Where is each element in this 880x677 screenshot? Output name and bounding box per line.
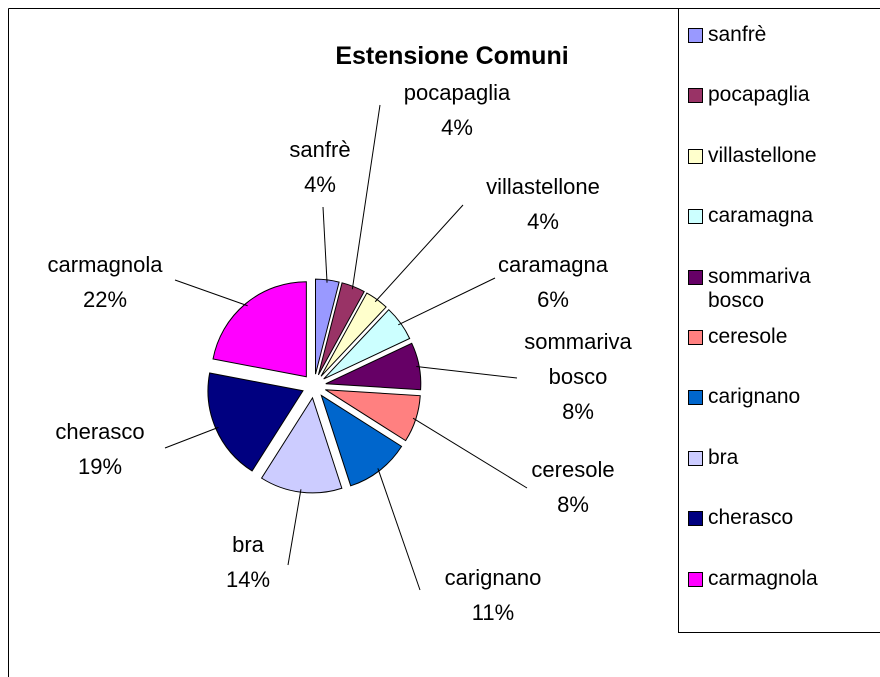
legend-label: cherasco: [708, 506, 794, 530]
leader-line: [164, 426, 219, 449]
legend-entry: carignano: [688, 385, 868, 409]
legend-label: carignano: [708, 385, 801, 409]
data-label-category: ceresole: [531, 457, 615, 482]
leader-line: [287, 489, 302, 566]
legend-swatch: [688, 28, 703, 43]
data-label-value: 11%: [471, 600, 515, 625]
data-label-category: sommariva bosco: [524, 329, 632, 389]
data-label-value: 4%: [527, 209, 559, 234]
legend-label: bra: [708, 445, 739, 469]
legend-label: carmagnola: [708, 566, 818, 590]
data-label-value: 6%: [537, 287, 569, 312]
data-label: ceresole 8%: [513, 452, 633, 522]
data-label-category: bra: [232, 532, 264, 557]
legend-swatch: [688, 571, 703, 587]
data-label: sommariva bosco 8%: [508, 324, 648, 429]
leader-line: [374, 204, 464, 303]
data-label-value: 4%: [441, 115, 473, 140]
pie-slice: [212, 281, 307, 378]
legend-label: caramagna: [708, 204, 814, 228]
legend-swatch: [688, 88, 703, 104]
data-label: sanfrè 4%: [260, 132, 380, 202]
data-label-category: caramagna: [497, 252, 609, 277]
legend-entry: caramagna: [688, 204, 868, 228]
data-label-value: 14%: [225, 567, 271, 592]
legend-entry: ceresole: [688, 325, 868, 349]
legend-swatch: [688, 511, 703, 527]
data-label: caramagna 6%: [473, 247, 633, 317]
data-label: bra 14%: [208, 527, 288, 597]
leader-line: [377, 468, 421, 591]
data-label-value: 4%: [304, 172, 336, 197]
legend-entry: cherasco: [688, 506, 868, 530]
pie-slice: [317, 282, 365, 376]
leader-line: [174, 279, 248, 307]
leader-line: [416, 365, 518, 379]
legend-label: pocapaglia: [708, 83, 810, 107]
data-label-category: carmagnola: [47, 252, 163, 277]
data-label-value: 19%: [77, 454, 123, 479]
legend-swatch: [688, 148, 703, 164]
pie-slice: [325, 389, 421, 442]
legend-entry: carmagnola: [688, 567, 868, 591]
legend-swatch: [688, 330, 703, 345]
data-label: carignano 11%: [423, 560, 563, 630]
chart-title: Estensione Comuni: [335, 42, 569, 70]
legend-entry: bra: [688, 446, 868, 470]
data-label-value: 8%: [562, 399, 594, 424]
legend-entry: sanfrè: [688, 23, 868, 47]
legend-box: [678, 8, 880, 633]
legend-entry: sommariva bosco: [688, 265, 868, 313]
data-label: pocapaglia 4%: [377, 75, 537, 145]
data-label: villastellone 4%: [453, 169, 633, 239]
leader-line: [351, 104, 381, 290]
legend-label: ceresole: [708, 325, 788, 348]
data-label-category: sanfrè: [289, 137, 351, 162]
legend-entry: villastellone: [688, 144, 868, 168]
data-label: cherasco 19%: [30, 414, 170, 484]
leader-line: [398, 277, 496, 326]
legend-label: sanfrè: [708, 23, 767, 46]
legend-label: villastellone: [708, 143, 817, 167]
leader-line: [322, 206, 328, 283]
legend-swatch: [688, 269, 703, 285]
legend-label: sommariva bosco: [708, 264, 811, 312]
data-label-value: 8%: [557, 492, 589, 517]
legend-swatch: [688, 450, 703, 466]
pie-slice: [315, 278, 340, 375]
legend-swatch: [688, 390, 703, 406]
data-label-category: cherasco: [55, 419, 145, 444]
legend-swatch: [688, 209, 703, 225]
data-label: carmagnola 22%: [25, 247, 185, 317]
data-label-value: 22%: [82, 287, 128, 312]
data-label-category: villastellone: [486, 174, 600, 199]
leader-line: [412, 417, 528, 489]
pie-slice: [320, 394, 403, 487]
pie-slice: [325, 342, 422, 391]
data-label-category: pocapaglia: [403, 80, 511, 105]
legend-entry: pocapaglia: [688, 83, 868, 107]
data-label-category: carignano: [444, 565, 542, 590]
